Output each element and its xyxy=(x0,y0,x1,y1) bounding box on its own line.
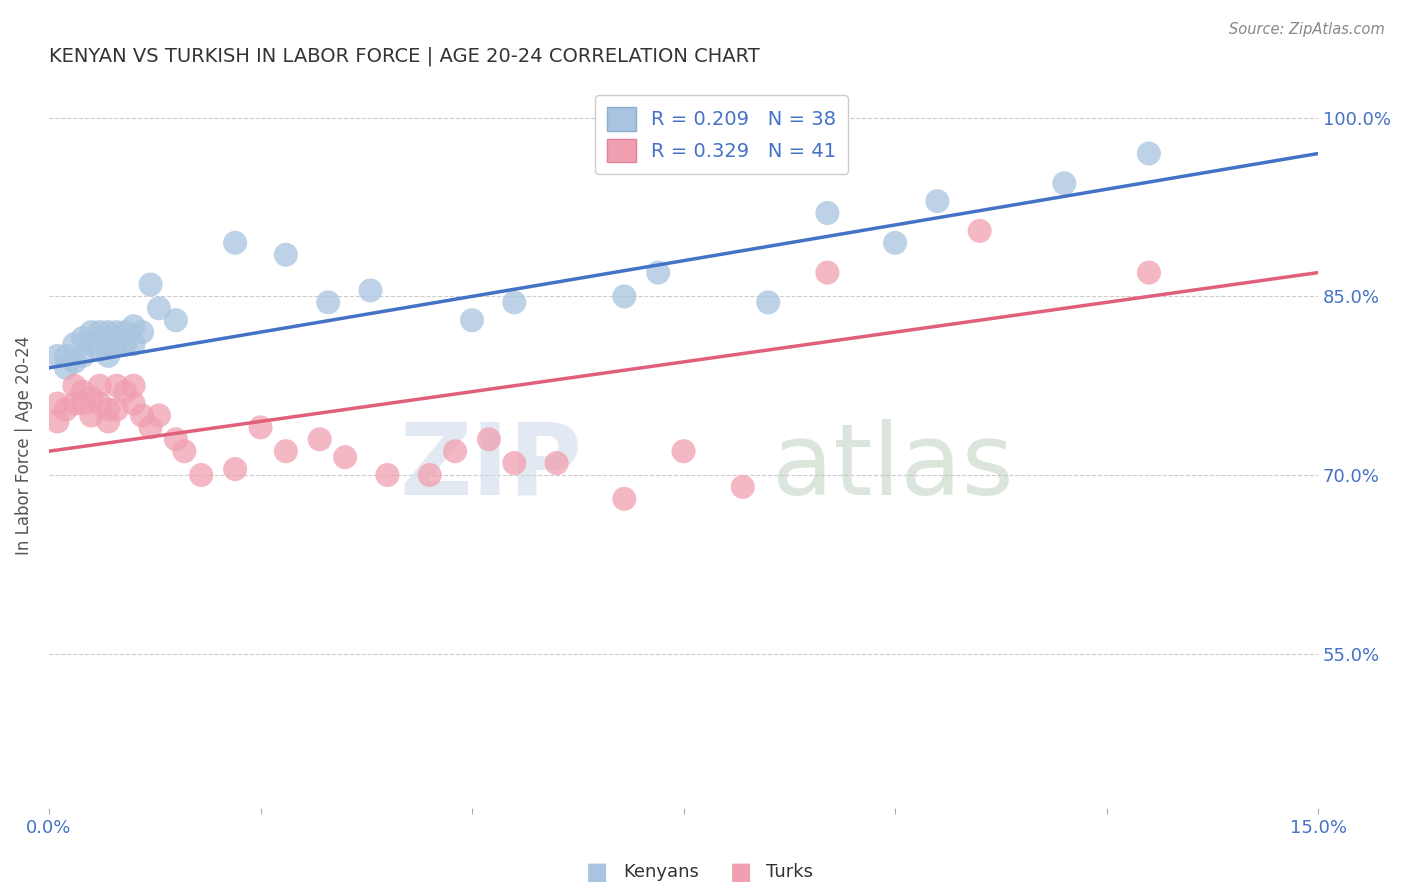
Point xyxy=(97,402,120,417)
Point xyxy=(80,409,103,423)
Point xyxy=(122,396,145,410)
Point xyxy=(122,319,145,334)
Point xyxy=(80,337,103,351)
Point xyxy=(419,468,441,483)
Point xyxy=(46,414,69,428)
Text: KENYAN VS TURKISH IN LABOR FORCE | AGE 20-24 CORRELATION CHART: KENYAN VS TURKISH IN LABOR FORCE | AGE 2… xyxy=(49,46,759,66)
Point xyxy=(1137,266,1160,280)
Point xyxy=(72,349,94,363)
Point xyxy=(148,409,170,423)
Point xyxy=(478,432,501,446)
Text: Turks: Turks xyxy=(766,863,813,881)
Point xyxy=(114,384,136,399)
Point xyxy=(105,337,128,351)
Point xyxy=(274,444,297,458)
Point xyxy=(97,337,120,351)
Text: ZIP: ZIP xyxy=(399,418,582,516)
Point xyxy=(55,349,77,363)
Point xyxy=(316,295,339,310)
Point xyxy=(63,337,86,351)
Y-axis label: In Labor Force | Age 20-24: In Labor Force | Age 20-24 xyxy=(15,335,32,555)
Point xyxy=(756,295,779,310)
Point xyxy=(377,468,399,483)
Point xyxy=(165,432,187,446)
Point xyxy=(46,349,69,363)
Legend: R = 0.209   N = 38, R = 0.329   N = 41: R = 0.209 N = 38, R = 0.329 N = 41 xyxy=(595,95,848,174)
Point xyxy=(89,396,111,410)
Point xyxy=(72,396,94,410)
Text: ■: ■ xyxy=(730,861,752,884)
Point xyxy=(647,266,669,280)
Text: Kenyans: Kenyans xyxy=(623,863,699,881)
Point xyxy=(97,414,120,428)
Point xyxy=(122,378,145,392)
Point xyxy=(969,224,991,238)
Point xyxy=(461,313,484,327)
Point xyxy=(1137,146,1160,161)
Point xyxy=(105,325,128,339)
Point xyxy=(613,491,636,506)
Point xyxy=(105,402,128,417)
Point xyxy=(139,420,162,434)
Point xyxy=(63,355,86,369)
Point xyxy=(72,384,94,399)
Point xyxy=(97,349,120,363)
Point xyxy=(815,206,838,220)
Point xyxy=(114,337,136,351)
Point xyxy=(224,235,246,250)
Point xyxy=(114,325,136,339)
Point xyxy=(249,420,271,434)
Point xyxy=(173,444,195,458)
Point xyxy=(131,325,153,339)
Point xyxy=(274,248,297,262)
Point xyxy=(131,409,153,423)
Point xyxy=(105,378,128,392)
Point xyxy=(89,325,111,339)
Point xyxy=(55,402,77,417)
Point xyxy=(97,325,120,339)
Point xyxy=(1053,176,1076,190)
Point xyxy=(503,295,526,310)
Point xyxy=(55,360,77,375)
Point xyxy=(308,432,330,446)
Point xyxy=(80,325,103,339)
Point xyxy=(139,277,162,292)
Point xyxy=(884,235,907,250)
Point xyxy=(672,444,695,458)
Text: ■: ■ xyxy=(586,861,609,884)
Point xyxy=(815,266,838,280)
Point xyxy=(927,194,949,208)
Point xyxy=(731,480,754,494)
Point xyxy=(165,313,187,327)
Point xyxy=(333,450,356,465)
Point xyxy=(613,289,636,303)
Point xyxy=(63,396,86,410)
Point xyxy=(546,456,568,470)
Text: atlas: atlas xyxy=(772,418,1014,516)
Point xyxy=(89,378,111,392)
Point xyxy=(444,444,467,458)
Point xyxy=(72,331,94,345)
Text: Source: ZipAtlas.com: Source: ZipAtlas.com xyxy=(1229,22,1385,37)
Point xyxy=(360,284,382,298)
Point xyxy=(190,468,212,483)
Point xyxy=(148,301,170,316)
Point xyxy=(89,343,111,357)
Point xyxy=(63,378,86,392)
Point xyxy=(503,456,526,470)
Point xyxy=(80,391,103,405)
Point xyxy=(46,396,69,410)
Point xyxy=(122,337,145,351)
Point xyxy=(224,462,246,476)
